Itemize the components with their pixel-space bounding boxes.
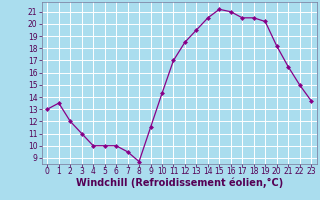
X-axis label: Windchill (Refroidissement éolien,°C): Windchill (Refroidissement éolien,°C) — [76, 177, 283, 188]
